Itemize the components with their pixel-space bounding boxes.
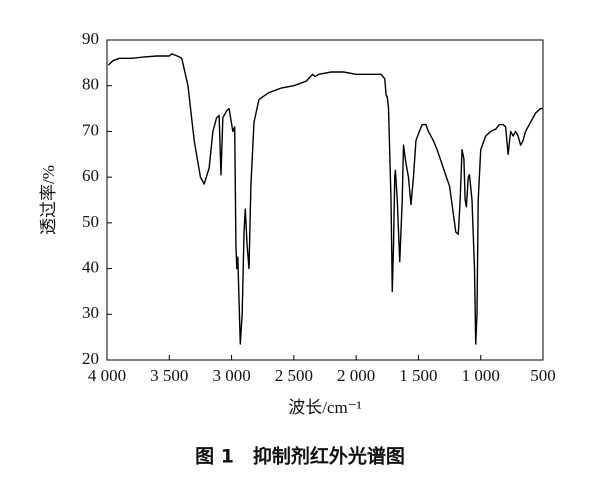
y-axis-label: 透过率/%: [39, 165, 58, 235]
x-tick-label: 1 500: [399, 366, 437, 385]
y-tick-label: 30: [82, 303, 99, 322]
x-tick-label: 500: [530, 366, 556, 385]
y-tick-label: 50: [82, 212, 99, 231]
y-tick-label: 70: [82, 120, 99, 139]
chart-title: 图 1 抑制剂红外光谱图: [195, 445, 405, 468]
y-tick-label: 20: [82, 349, 99, 368]
y-tick-label: 90: [82, 29, 99, 48]
plot-frame: [106, 39, 544, 361]
x-tick-label: 3 000: [212, 366, 250, 385]
y-tick-label: 80: [82, 75, 99, 94]
x-tick-label: 2 000: [337, 366, 375, 385]
x-tick-label: 4 000: [88, 366, 126, 385]
x-tick-label: 3 500: [150, 366, 188, 385]
x-tick-label: 2 500: [275, 366, 313, 385]
x-tick-label: 1 000: [462, 366, 500, 385]
y-tick-label: 60: [82, 166, 99, 185]
x-axis-label: 波长/cm⁻¹: [288, 398, 362, 417]
spectrum-line: [107, 53, 543, 345]
y-tick-label: 40: [82, 257, 99, 276]
